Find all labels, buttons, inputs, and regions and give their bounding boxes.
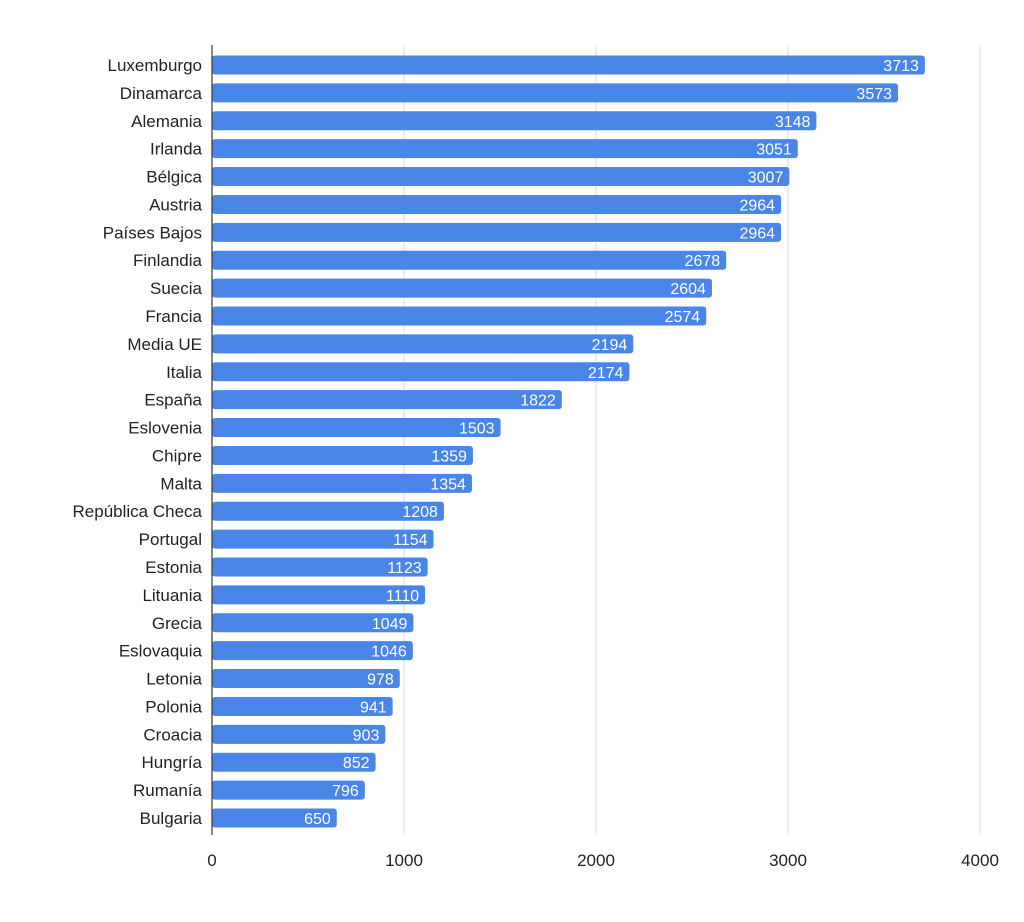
x-tick-label-1000: 1000 (385, 851, 423, 870)
value-label-alemania: 3148 (775, 114, 811, 131)
value-label-chipre: 1359 (431, 448, 467, 465)
bar-grecia (212, 613, 414, 633)
bar-media-ue (212, 334, 634, 354)
bar-suecia (212, 278, 712, 298)
bar-estonia (212, 557, 428, 577)
value-label-letonia: 978 (367, 672, 394, 689)
value-label-francia: 2574 (665, 309, 701, 326)
value-label-polonia: 941 (360, 699, 387, 716)
x-tick-label-3000: 3000 (769, 851, 807, 870)
category-label-eslovenia: Eslovenia (128, 419, 202, 438)
category-label-croacia: Croacia (143, 725, 202, 744)
category-label-polonia: Polonia (145, 697, 202, 716)
x-tick-label-0: 0 (207, 851, 216, 870)
x-tick-label-4000: 4000 (961, 851, 999, 870)
category-label-alemania: Alemania (131, 112, 202, 131)
category-label-estonia: Estonia (145, 558, 202, 577)
category-label-austria: Austria (149, 195, 202, 214)
category-label-grecia: Grecia (152, 614, 203, 633)
x-tick-label-2000: 2000 (577, 851, 615, 870)
bar-belgica (212, 167, 790, 187)
bar-chipre (212, 445, 473, 465)
value-label-paises-bajos: 2964 (739, 225, 775, 242)
value-label-austria: 2964 (739, 197, 775, 214)
category-label-suecia: Suecia (150, 279, 203, 298)
bar-irlanda (212, 139, 798, 159)
bar-polonia (212, 696, 393, 716)
category-label-republica-checa: República Checa (73, 502, 203, 521)
value-label-irlanda: 3051 (756, 142, 792, 159)
grid-lines (403, 45, 981, 835)
bars (212, 55, 925, 828)
category-label-lituania: Lituania (142, 586, 202, 605)
value-label-republica-checa: 1208 (402, 504, 438, 521)
category-label-rumania: Rumanía (133, 781, 203, 800)
bar-bulgaria (212, 808, 337, 828)
bar-eslovenia (212, 418, 501, 438)
bar-malta (212, 473, 472, 493)
category-label-luxemburgo: Luxemburgo (107, 56, 202, 75)
value-label-lituania: 1110 (386, 588, 419, 605)
labels: 0 1000 2000 3000 4000 Luxemburgo 3713 Dinamarca… (73, 56, 999, 870)
category-label-portugal: Portugal (139, 530, 202, 549)
bar-dinamarca (212, 83, 899, 103)
bar-lituania (212, 585, 426, 605)
category-label-eslovaquia: Eslovaquia (119, 642, 203, 661)
value-label-bulgaria: 650 (304, 811, 331, 828)
category-label-francia: Francia (145, 307, 202, 326)
category-label-hungria: Hungría (142, 753, 203, 772)
category-label-bulgaria: Bulgaria (140, 809, 203, 828)
category-label-letonia: Letonia (146, 670, 202, 689)
bar-alemania (212, 111, 817, 131)
bar-luxemburgo (212, 55, 925, 75)
value-label-eslovenia: 1503 (459, 421, 495, 438)
category-label-finlandia: Finlandia (133, 251, 203, 270)
bar-eslovaquia (212, 641, 413, 661)
value-label-eslovaquia: 1046 (371, 644, 407, 661)
bar-hungria (212, 752, 376, 772)
bar-austria (212, 194, 782, 214)
bar-letonia (212, 669, 400, 689)
value-label-portugal: 1154 (393, 532, 428, 549)
value-label-suecia: 2604 (670, 281, 706, 298)
bar-portugal (212, 529, 434, 549)
category-label-media-ue: Media UE (127, 335, 202, 354)
category-label-irlanda: Irlanda (150, 140, 203, 159)
value-label-espana: 1822 (520, 393, 556, 410)
bar-rumania (212, 780, 365, 800)
value-label-grecia: 1049 (372, 616, 408, 633)
value-label-dinamarca: 3573 (856, 86, 892, 103)
value-label-italia: 2174 (588, 365, 624, 382)
value-label-rumania: 796 (332, 783, 359, 800)
category-label-malta: Malta (160, 474, 202, 493)
bar-espana (212, 390, 562, 410)
bar-croacia (212, 724, 386, 744)
category-label-belgica: Bélgica (146, 168, 202, 187)
value-label-hungria: 852 (343, 755, 370, 772)
bar-paises-bajos (212, 222, 782, 242)
category-label-paises-bajos: Países Bajos (103, 223, 202, 242)
bar-republica-checa (212, 501, 444, 521)
value-label-media-ue: 2194 (592, 337, 628, 354)
bar-francia (212, 306, 707, 326)
value-label-estonia: 1123 (387, 560, 422, 577)
category-label-dinamarca: Dinamarca (120, 84, 203, 103)
value-label-luxemburgo: 3713 (883, 58, 919, 75)
value-label-finlandia: 2678 (685, 253, 721, 270)
category-label-espana: España (144, 391, 202, 410)
bar-italia (212, 362, 630, 382)
bar-finlandia (212, 250, 727, 270)
category-label-italia: Italia (166, 363, 202, 382)
category-label-chipre: Chipre (152, 446, 202, 465)
value-label-malta: 1354 (430, 476, 466, 493)
value-label-belgica: 3007 (748, 170, 784, 187)
value-label-croacia: 903 (353, 727, 380, 744)
